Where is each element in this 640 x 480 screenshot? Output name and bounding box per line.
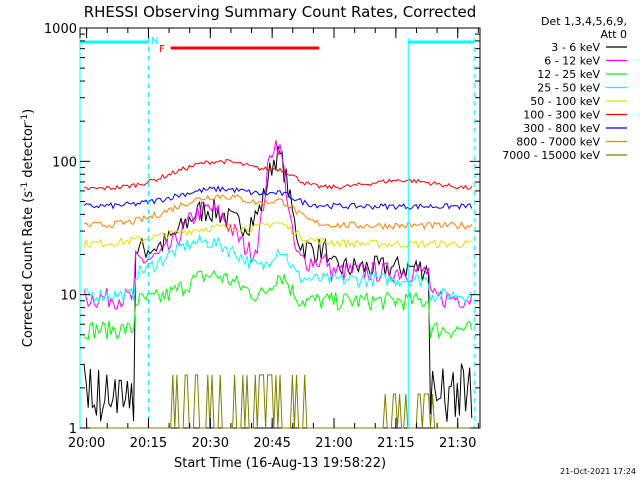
plot-frame	[79, 27, 481, 429]
legend-label: 300 - 800 keV	[523, 122, 600, 135]
y-label-sup-2: -1	[20, 114, 30, 123]
timestamp: 21-Oct-2021 17:24	[560, 467, 636, 476]
y-tick-label: 10	[60, 289, 77, 304]
flare-label: F	[159, 44, 165, 55]
series-line	[83, 222, 472, 249]
x-tick-label: 21:30	[439, 436, 476, 451]
legend-label: 3 - 6 keV	[551, 41, 600, 54]
series-line	[83, 158, 473, 191]
legend-label: 6 - 12 keV	[544, 55, 600, 68]
legend-header-1: Det 1,3,4,5,6,9,	[541, 15, 627, 28]
night-label: N	[151, 36, 158, 47]
legend-header-2: Att 0	[601, 28, 627, 41]
series-line	[83, 185, 473, 211]
legend-label: 12 - 25 keV	[537, 68, 600, 81]
x-axis-label: Start Time (16-Aug-13 19:58:22)	[174, 456, 386, 471]
legend-label: 800 - 7000 keV	[516, 136, 600, 149]
y-label-end: )	[21, 109, 36, 114]
y-tick-label: 100	[52, 155, 77, 170]
y-label-main: Corrected Count Rate (s	[21, 191, 36, 348]
series-line	[83, 194, 473, 231]
x-tick-label: 20:15	[130, 436, 167, 451]
y-label-sup-1: -1	[20, 182, 30, 191]
x-tick-label: 20:30	[192, 436, 229, 451]
x-tick-label: 20:00	[68, 436, 105, 451]
y-label-mid: detector	[21, 122, 36, 182]
series-line	[83, 145, 473, 422]
series-line	[84, 374, 472, 429]
legend-label: 7000 - 15000 keV	[502, 149, 600, 162]
legend-label: 25 - 50 keV	[537, 82, 600, 95]
y-axis-label: Corrected Count Rate (s-1 detector-1)	[20, 109, 36, 347]
series-line	[83, 140, 473, 310]
y-tick-label: 1000	[44, 22, 77, 37]
legend-label: 50 - 100 keV	[530, 95, 600, 108]
series-layer	[83, 140, 473, 429]
chart-title: RHESSI Observing Summary Count Rates, Co…	[84, 3, 477, 21]
legend-label: 100 - 300 keV	[523, 109, 600, 122]
axis-layer: 20:00 20:15 20:30 20:45 21:00 21:15 21:30 1 10 10…	[44, 22, 480, 451]
x-tick-label: 21:00	[315, 436, 352, 451]
x-tick-label: 20:45	[253, 436, 290, 451]
marker-layer: NF	[79, 36, 475, 428]
y-tick-label: 1	[69, 422, 77, 437]
x-tick-label: 21:15	[377, 436, 414, 451]
